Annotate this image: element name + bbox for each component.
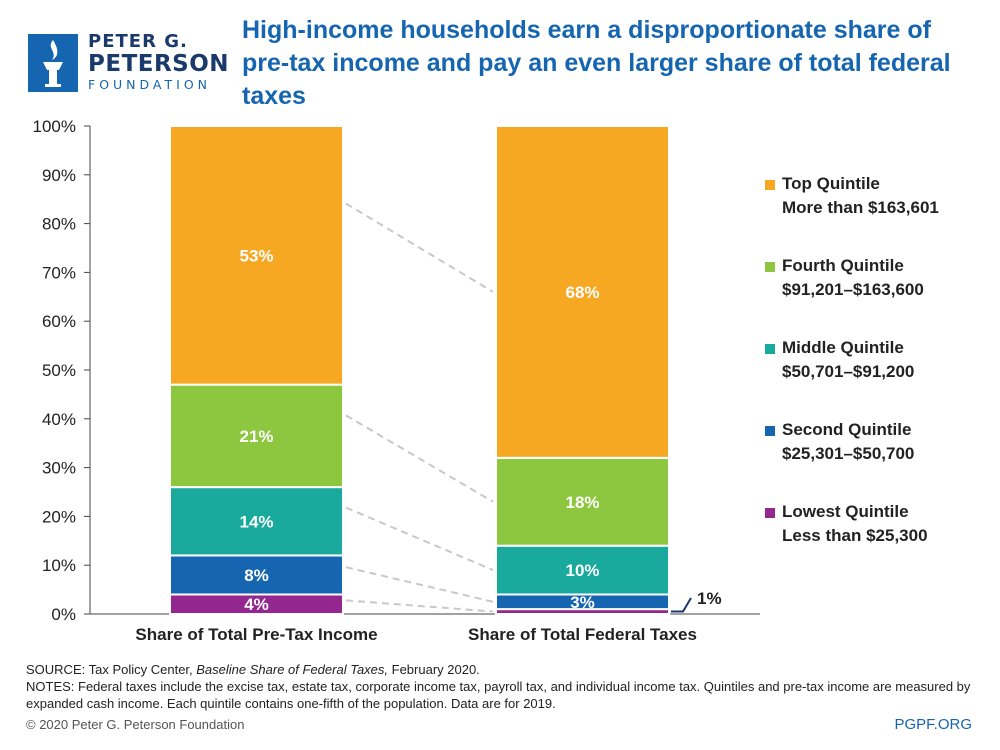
data-label: 4% [244, 595, 269, 614]
data-label: 3% [570, 593, 595, 612]
data-label: 14% [239, 512, 273, 531]
y-tick-label: 80% [42, 215, 76, 234]
torch-icon [28, 34, 78, 92]
legend-range: $25,301–$50,700 [782, 444, 915, 463]
y-tick-label: 90% [42, 166, 76, 185]
bar-segment [169, 125, 344, 386]
copyright: © 2020 Peter G. Peterson Foundation [26, 717, 245, 732]
y-tick-label: 50% [42, 361, 76, 380]
footer-notes: SOURCE: Tax Policy Center, Baseline Shar… [26, 661, 986, 712]
y-tick-label: 70% [42, 263, 76, 282]
connector-line [345, 599, 494, 613]
connector-line [345, 202, 494, 293]
legend-swatch [765, 508, 775, 518]
legend-item: Lowest Quintile Less than $25,300 [765, 500, 995, 582]
legend: Top Quintile More than $163,601 Fourth Qui… [765, 172, 995, 582]
logo-line-2: PETERSON [88, 51, 230, 77]
notes-text: NOTES: Federal taxes include the excise … [26, 679, 971, 711]
legend-label: Middle Quintile [782, 338, 904, 357]
source-title: Baseline Share of Federal Taxes, [196, 662, 389, 677]
leader-line [671, 597, 692, 613]
legend-swatch [765, 262, 775, 272]
data-label: 8% [244, 566, 269, 585]
x-category-label: Share of Total Federal Taxes [468, 625, 697, 644]
legend-swatch [765, 344, 775, 354]
x-category-label: Share of Total Pre-Tax Income [135, 625, 377, 644]
bar-segment [169, 383, 344, 489]
data-label: 1% [697, 589, 722, 608]
logo-line-3: FOUNDATION [88, 77, 212, 92]
data-label: 68% [565, 283, 599, 302]
source-prefix: SOURCE: Tax Policy Center, [26, 662, 197, 677]
y-tick-label: 60% [42, 312, 76, 331]
legend-label: Lowest Quintile [782, 502, 909, 521]
data-label: 53% [239, 246, 273, 265]
data-label: 21% [239, 427, 273, 446]
legend-range: Less than $25,300 [782, 526, 928, 545]
bar-segment [495, 544, 670, 596]
y-tick-label: 100% [33, 117, 76, 136]
logo: PETER G. PETERSON FOUNDATION [18, 18, 230, 98]
y-tick-label: 0% [51, 605, 76, 624]
bar-segment [169, 486, 344, 557]
connector-line [345, 506, 494, 572]
legend-label: Top Quintile [782, 174, 880, 193]
y-tick-label: 10% [42, 556, 76, 575]
data-label: 18% [565, 493, 599, 512]
connector-line [345, 566, 494, 603]
bar-segment [495, 125, 670, 459]
logo-line-1: PETER G. [88, 31, 188, 52]
legend-label: Fourth Quintile [782, 256, 904, 275]
legend-label: Second Quintile [782, 420, 912, 439]
legend-range: $50,701–$91,200 [782, 362, 915, 381]
legend-swatch [765, 426, 775, 436]
y-tick-label: 40% [42, 410, 76, 429]
legend-item: Second Quintile $25,301–$50,700 [765, 418, 995, 500]
bar-segment [495, 456, 670, 547]
stacked-bar-chart: 0% 10% 20% 30% 40% 50% 60% 70% 80% 90% 100% 4% 8% 14%… [33, 117, 760, 644]
legend-item: Middle Quintile $50,701–$91,200 [765, 336, 995, 418]
legend-item: Top Quintile More than $163,601 [765, 172, 995, 254]
data-label: 10% [565, 561, 599, 580]
bar-segment [169, 554, 344, 596]
y-tick-label: 30% [42, 459, 76, 478]
legend-range: $91,201–$163,600 [782, 280, 924, 299]
source-suffix: February 2020. [388, 662, 480, 677]
site-link[interactable]: PGPF.ORG [894, 716, 972, 733]
legend-range: More than $163,601 [782, 198, 939, 217]
source-line: SOURCE: Tax Policy Center, Baseline Shar… [26, 661, 986, 678]
connector-line [345, 414, 494, 503]
legend-swatch [765, 180, 775, 190]
chart-title: High-income households earn a disproport… [242, 16, 951, 110]
legend-item: Fourth Quintile $91,201–$163,600 [765, 254, 995, 336]
y-tick-label: 20% [42, 507, 76, 526]
